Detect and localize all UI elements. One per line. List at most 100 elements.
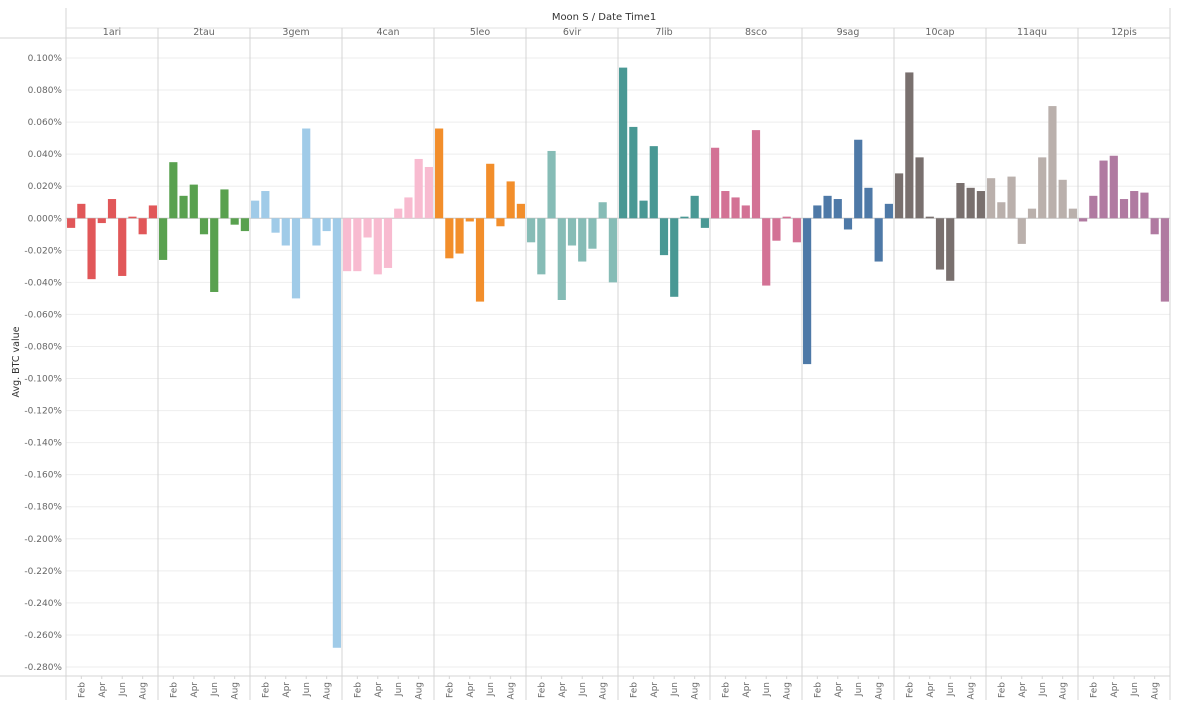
y-tick-label: 0.080%	[28, 86, 63, 96]
bar-9sag-jun	[854, 139, 863, 219]
bar-5leo-apr	[465, 218, 474, 222]
bar-4can-may	[383, 218, 393, 268]
bar-7lib-jul	[680, 216, 689, 219]
bar-3gem-feb	[261, 191, 270, 219]
bar-1ari-jan	[67, 218, 76, 228]
bar-10cap-aug	[966, 187, 975, 219]
panel-label-2tau: 2tau	[193, 27, 215, 38]
bar-1ari-sep	[148, 205, 157, 219]
bar-5leo-feb	[445, 218, 454, 259]
bar-2tau-jun	[210, 218, 219, 292]
bar-8sco-aug	[782, 216, 791, 219]
panel-label-4can: 4can	[376, 27, 399, 38]
x-tick-label: Jun	[946, 682, 956, 697]
x-tick-label: Feb	[353, 682, 363, 698]
bar-3gem-mar	[271, 218, 280, 233]
bar-6vir-feb	[537, 218, 546, 275]
x-tick-label: Aug	[599, 682, 609, 700]
bar-1ari-feb	[77, 203, 86, 219]
y-tick-label: -0.020%	[24, 246, 62, 256]
x-tick-label: Aug	[691, 682, 701, 700]
x-tick-label: Apr	[190, 682, 200, 698]
y-tick-label: 0.040%	[28, 150, 63, 160]
y-tick-label: -0.180%	[24, 503, 62, 513]
panel-label-3gem: 3gem	[282, 27, 309, 38]
x-tick-label: Apr	[650, 682, 660, 698]
bar-9sag-jan	[803, 218, 812, 365]
bar-11aqu-aug	[1058, 179, 1067, 219]
x-tick-label: Feb	[169, 682, 179, 698]
y-tick-label: -0.220%	[24, 567, 62, 577]
bar-8sco-jul	[772, 218, 781, 241]
bar-4can-feb	[353, 218, 362, 272]
bar-7lib-aug	[690, 195, 699, 219]
x-tick-label: Jun	[486, 682, 496, 697]
bar-8sco-apr	[741, 205, 750, 219]
y-tick-label: -0.200%	[24, 535, 62, 545]
x-tick-label: Aug	[139, 682, 149, 700]
bar-8sco-sep	[792, 218, 801, 243]
x-tick-label: Apr	[1110, 682, 1120, 698]
y-tick-label: -0.060%	[24, 310, 62, 320]
bar-2tau-feb	[169, 162, 178, 219]
bar-3gem-jul	[312, 218, 321, 246]
bar-12pis-aug	[1150, 218, 1159, 235]
x-tick-label: Jun	[854, 682, 864, 697]
bar-5leo-jan	[435, 128, 444, 219]
panel-label-7lib: 7lib	[655, 27, 672, 38]
bar-11aqu-mar	[1007, 176, 1016, 219]
panel-label-1ari: 1ari	[103, 27, 121, 38]
bar-9sag-apr	[833, 199, 842, 219]
bar-5leo-may	[475, 218, 485, 302]
y-tick-label: -0.140%	[24, 439, 62, 449]
panel-label-11aqu: 11aqu	[1017, 27, 1047, 38]
x-tick-label: Apr	[1018, 682, 1028, 698]
bar-10cap-apr	[925, 216, 934, 219]
bar-12pis-feb	[1089, 195, 1098, 219]
bar-2tau-jan	[159, 218, 168, 260]
bar-9sag-jul	[864, 187, 873, 219]
bar-12pis-jul	[1140, 192, 1149, 219]
bar-6vir-jan	[527, 218, 536, 243]
bar-11aqu-jan	[987, 178, 996, 219]
y-tick-label: -0.280%	[24, 663, 62, 673]
bar-12pis-sep	[1160, 218, 1169, 302]
bar-5leo-sep	[516, 203, 525, 219]
bar-4can-jun	[394, 208, 403, 219]
x-tick-label: Feb	[813, 682, 823, 698]
bar-8sco-jun	[762, 218, 771, 286]
bar-11aqu-sep	[1068, 208, 1077, 219]
panel-label-12pis: 12pis	[1111, 27, 1137, 38]
x-tick-label: Aug	[875, 682, 885, 700]
bar-6vir-may	[567, 218, 577, 246]
panel-frames	[0, 8, 1171, 700]
bar-10cap-feb	[905, 72, 914, 219]
bar-4can-aug	[414, 158, 423, 219]
bar-3gem-may	[291, 218, 301, 299]
x-tick-label: Aug	[507, 682, 517, 700]
bar-4can-sep	[424, 166, 433, 219]
bar-11aqu-feb	[997, 202, 1006, 219]
chart-title: Moon S / Date Time1	[552, 12, 656, 23]
x-tick-label: Apr	[466, 682, 476, 698]
x-tick-label: Apr	[98, 682, 108, 698]
bar-4can-apr	[373, 218, 382, 275]
bar-2tau-may	[199, 218, 209, 235]
panel-label-10cap: 10cap	[925, 27, 954, 38]
x-tick-label: Feb	[261, 682, 271, 698]
bar-9sag-mar	[823, 195, 832, 219]
bar-9sag-may	[843, 218, 853, 230]
panel-label-5leo: 5leo	[470, 27, 491, 38]
x-tick-label: Apr	[374, 682, 384, 698]
x-tick-label: Feb	[1089, 682, 1099, 698]
bar-12pis-jun	[1130, 191, 1139, 219]
y-tick-label: -0.080%	[24, 342, 62, 352]
bar-6vir-apr	[557, 218, 566, 300]
x-tick-label: Jun	[1130, 682, 1140, 697]
bar-10cap-sep	[976, 191, 985, 219]
x-tick-label: Aug	[415, 682, 425, 700]
bar-12pis-jan	[1079, 218, 1088, 222]
bar-3gem-aug	[322, 218, 331, 232]
bar-11aqu-apr	[1017, 218, 1026, 244]
bar-1ari-apr	[97, 218, 106, 224]
